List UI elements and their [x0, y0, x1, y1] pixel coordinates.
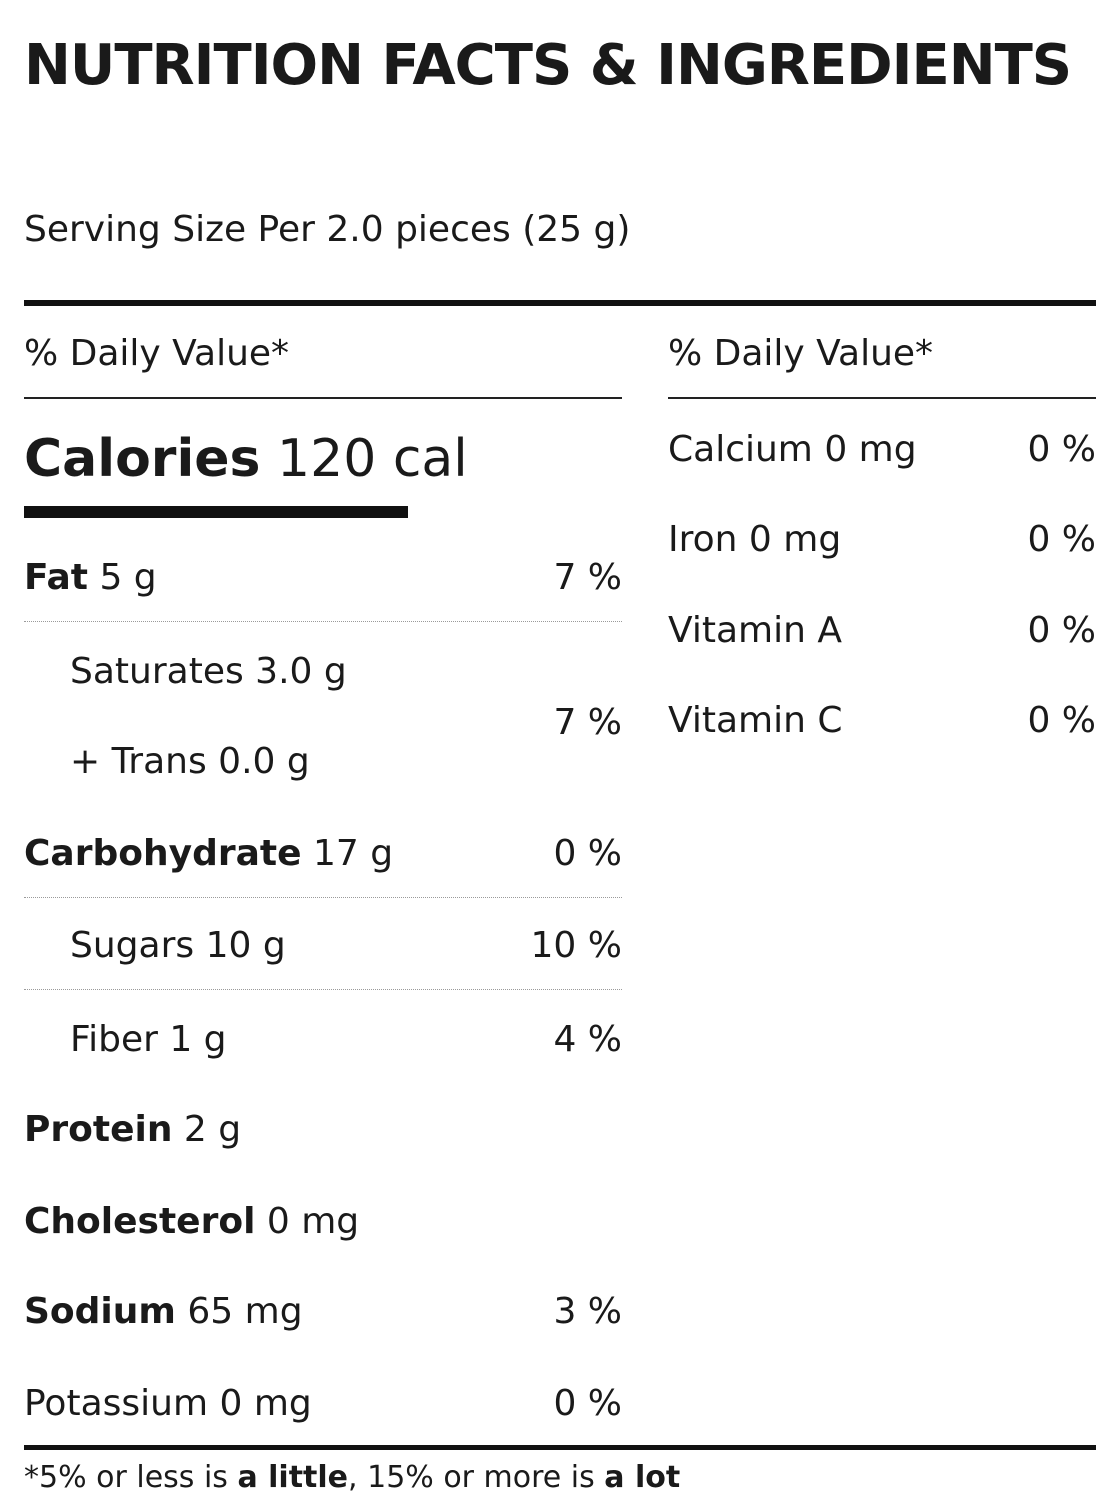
nutrient-label: + Trans 0.0 g	[70, 740, 310, 782]
nutrient-row-potassium: Potassium 0 mg 0 %	[24, 1379, 622, 1427]
calories-divider	[24, 506, 408, 518]
calories-label: Calories	[24, 429, 261, 489]
nutrient-amount: 0 mg	[266, 1200, 360, 1242]
vitamin-label: Vitamin A	[668, 609, 842, 651]
vitamin-percent: 0 %	[1027, 609, 1096, 651]
footnote-part: , 15% or more is	[348, 1460, 605, 1495]
nutrient-row-carbohydrate: Carbohydrate 17 g 0 %	[24, 829, 622, 877]
vitamin-label: Iron 0 mg	[668, 518, 842, 560]
nutrient-amount: 5 g	[99, 556, 157, 598]
serving-size: Serving Size Per 2.0 pieces (25 g)	[24, 209, 631, 250]
nutrient-label: Fiber 1 g	[70, 1018, 227, 1060]
nutrient-label: Sugars 10 g	[70, 924, 286, 966]
nutrient-percent: 4 %	[553, 1018, 622, 1060]
footnote: *5% or less is a little, 15% or more is …	[24, 1460, 680, 1496]
nutrient-label: Carbohydrate	[24, 832, 302, 874]
nutrient-row-sugars: Sugars 10 g 10 %	[24, 921, 622, 969]
nutrient-label: Protein	[24, 1108, 173, 1150]
nutrient-row-fiber: Fiber 1 g 4 %	[24, 1015, 622, 1063]
nutrient-label: Sodium	[24, 1290, 176, 1332]
nutrient-percent: 10 %	[530, 924, 622, 966]
row-divider	[24, 897, 622, 898]
nutrient-percent: 7 %	[553, 701, 622, 743]
top-divider	[24, 300, 1096, 306]
vitamin-percent: 0 %	[1027, 699, 1096, 741]
nutrient-label: Potassium 0 mg	[24, 1382, 312, 1424]
nutrient-percent: 0 %	[553, 1382, 622, 1424]
vitamin-row-iron: Iron 0 mg 0 %	[668, 515, 1096, 563]
calories-value: 120 cal	[277, 429, 468, 489]
vitamin-row-vitamin-c: Vitamin C 0 %	[668, 696, 1096, 744]
nutrient-row-protein: Protein 2 g	[24, 1105, 622, 1153]
page-title: NUTRITION FACTS & INGREDIENTS	[24, 33, 1072, 98]
vitamin-row-vitamin-a: Vitamin A 0 %	[668, 606, 1096, 654]
nutrient-row-cholesterol: Cholesterol 0 mg	[24, 1197, 622, 1245]
vitamin-label: Vitamin C	[668, 699, 843, 741]
nutrient-percent: 0 %	[553, 832, 622, 874]
nutrient-row-saturates: Saturates 3.0 g	[24, 647, 622, 695]
nutrient-row-fat: Fat 5 g 7 %	[24, 553, 622, 601]
row-divider	[24, 621, 622, 622]
vitamin-percent: 0 %	[1027, 428, 1096, 470]
nutrient-amount: 17 g	[312, 832, 394, 874]
footnote-emphasis: a little	[237, 1460, 349, 1495]
nutrient-label: Cholesterol	[24, 1200, 256, 1242]
row-divider	[24, 989, 622, 990]
nutrient-amount: 2 g	[183, 1108, 242, 1150]
footnote-part: *5% or less is	[24, 1460, 238, 1495]
nutrient-row-saturates-percent: 7 %	[24, 698, 622, 746]
calories: Calories 120 cal	[24, 428, 468, 490]
bottom-divider	[24, 1445, 1096, 1450]
nutrient-row-sodium: Sodium 65 mg 3 %	[24, 1287, 622, 1335]
nutrient-label: Fat	[24, 556, 88, 598]
daily-value-header-right: % Daily Value*	[668, 333, 934, 374]
vitamin-percent: 0 %	[1027, 518, 1096, 560]
vitamin-row-calcium: Calcium 0 mg 0 %	[668, 425, 1096, 473]
nutrient-label: Saturates 3.0 g	[70, 650, 347, 692]
footnote-emphasis: a lot	[604, 1460, 681, 1495]
left-header-divider	[24, 397, 622, 399]
right-header-divider	[668, 397, 1096, 399]
nutrient-row-trans: + Trans 0.0 g	[24, 737, 622, 785]
nutrient-percent: 3 %	[553, 1290, 622, 1332]
daily-value-header-left: % Daily Value*	[24, 333, 290, 374]
vitamin-label: Calcium 0 mg	[668, 428, 917, 470]
nutrient-percent: 7 %	[553, 556, 622, 598]
nutrient-amount: 65 mg	[187, 1290, 303, 1332]
